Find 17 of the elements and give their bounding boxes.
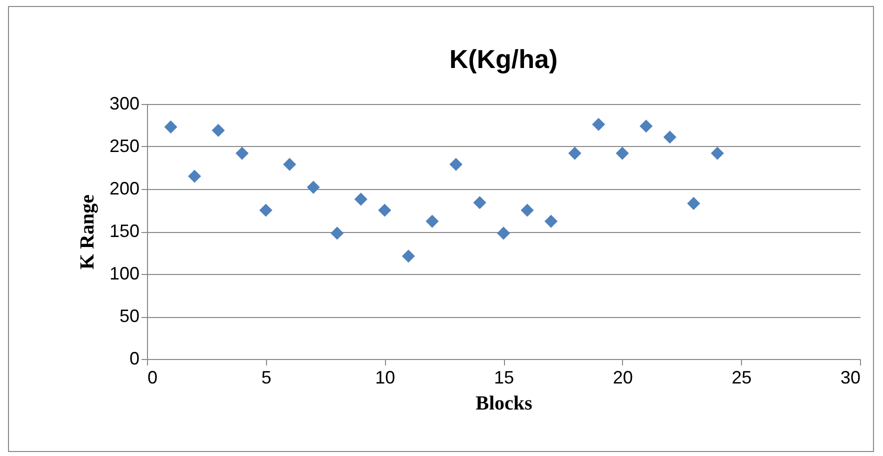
y-tick-label: 0 xyxy=(129,348,140,368)
y-tick-label: 300 xyxy=(109,94,140,114)
x-tick-label: 0 xyxy=(148,368,158,388)
x-tick-label: 30 xyxy=(840,368,860,388)
x-tick-label: 10 xyxy=(375,368,396,388)
y-axis-title: K Range xyxy=(76,194,98,270)
y-tick-label: 200 xyxy=(109,178,140,198)
y-tick-label: 100 xyxy=(109,264,140,284)
y-tick-label: 250 xyxy=(109,136,140,156)
x-tick-label: 20 xyxy=(612,368,633,388)
y-tick-label: 150 xyxy=(109,221,140,241)
x-tick-label: 25 xyxy=(732,368,752,388)
x-tick-label: 5 xyxy=(261,368,272,388)
x-tick-label: 15 xyxy=(494,368,514,388)
chart-title: K(Kg/ha) xyxy=(449,44,558,74)
x-axis-title: Blocks xyxy=(476,392,533,414)
y-tick-label: 50 xyxy=(119,306,140,326)
